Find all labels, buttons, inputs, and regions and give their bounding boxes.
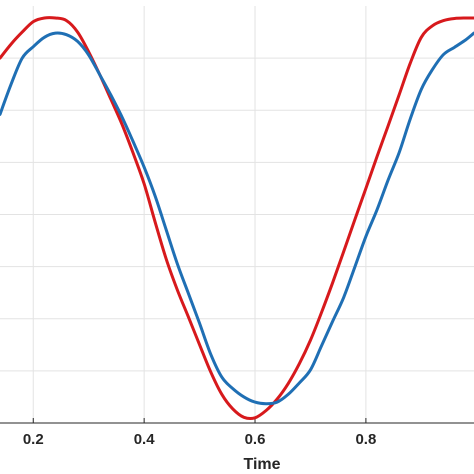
series-line-0 <box>0 16 474 420</box>
x-tick-labels: 0.2 0.4 0.6 0.8 <box>23 431 376 448</box>
x-tick-label-0: 0.2 <box>23 431 44 448</box>
x-tick-label-1: 0.4 <box>134 431 156 448</box>
grid <box>0 6 474 423</box>
x-axis-title: Time <box>243 456 280 473</box>
axes <box>0 418 474 424</box>
series-group <box>0 16 474 420</box>
x-tick-label-2: 0.6 <box>245 431 266 448</box>
series-line-1 <box>0 31 474 406</box>
x-tick-label-3: 0.8 <box>355 431 376 448</box>
